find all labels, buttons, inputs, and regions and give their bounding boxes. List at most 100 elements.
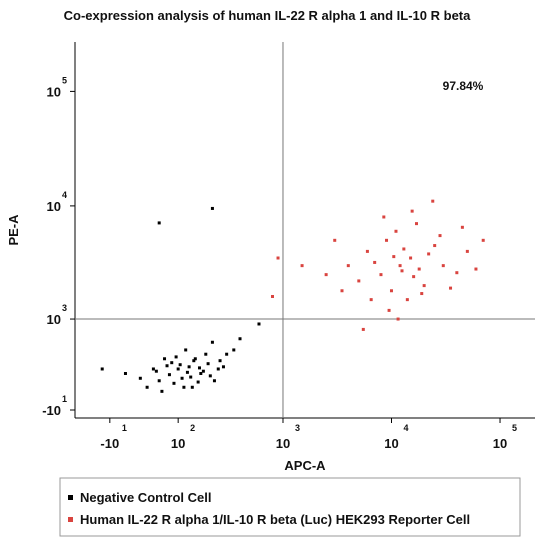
- legend-label: Human IL-22 R alpha 1/IL-10 R beta (Luc)…: [80, 512, 470, 527]
- x-tick-label: -10: [100, 436, 119, 451]
- point: [178, 363, 182, 367]
- point: [257, 322, 261, 326]
- point: [400, 269, 404, 273]
- point: [232, 348, 236, 352]
- point: [300, 264, 304, 268]
- point: [333, 238, 337, 242]
- x-tick-exponent: 4: [403, 423, 408, 433]
- point: [216, 367, 220, 371]
- point: [441, 264, 445, 268]
- point: [157, 221, 161, 225]
- point: [138, 376, 142, 380]
- point: [165, 364, 169, 368]
- point: [412, 275, 416, 279]
- point: [180, 376, 184, 380]
- x-tick-label: 10: [384, 436, 398, 451]
- point: [481, 238, 485, 242]
- point: [170, 361, 174, 365]
- point: [174, 355, 178, 359]
- point: [389, 289, 393, 293]
- legend-swatch: [68, 517, 73, 522]
- legend-box: [59, 477, 521, 537]
- x-tick-exponent: 5: [512, 423, 517, 433]
- point: [210, 340, 214, 344]
- point: [167, 373, 171, 377]
- point: [201, 369, 205, 373]
- y-tick-label: 10: [47, 84, 61, 99]
- point: [357, 279, 361, 283]
- y-tick-label: 10: [47, 312, 61, 327]
- point: [382, 215, 386, 219]
- point: [324, 273, 328, 277]
- point: [182, 385, 186, 389]
- y-tick-exponent: 5: [62, 75, 67, 85]
- point: [176, 367, 180, 371]
- point: [474, 267, 478, 271]
- x-tick-label: 10: [171, 436, 185, 451]
- legend-swatch: [68, 495, 73, 500]
- point: [427, 252, 431, 256]
- point: [208, 374, 212, 378]
- x-tick-label: 10: [493, 436, 507, 451]
- point: [154, 369, 158, 373]
- point: [422, 284, 426, 288]
- point: [192, 359, 196, 363]
- y-tick-exponent: 3: [62, 303, 67, 313]
- y-tick-exponent: 1: [62, 394, 67, 404]
- point: [420, 292, 424, 296]
- point: [172, 381, 176, 385]
- point: [398, 264, 402, 268]
- point: [197, 366, 201, 370]
- point: [163, 357, 167, 361]
- point: [225, 352, 229, 356]
- point: [238, 337, 242, 341]
- point: [185, 370, 189, 374]
- point: [431, 199, 435, 203]
- point: [270, 294, 274, 298]
- point: [417, 267, 421, 271]
- point: [189, 375, 193, 379]
- y-tick-exponent: 4: [62, 190, 67, 200]
- point: [193, 357, 197, 361]
- y-axis-label: PE-A: [6, 214, 21, 246]
- x-tick-exponent: 3: [295, 423, 300, 433]
- point: [190, 385, 194, 389]
- point: [465, 249, 469, 253]
- point: [206, 362, 210, 366]
- annotation: 97.84%: [443, 79, 484, 93]
- point: [410, 209, 414, 213]
- point: [100, 367, 104, 371]
- point: [392, 255, 396, 259]
- x-axis-label: APC-A: [284, 458, 326, 473]
- point: [409, 256, 413, 260]
- point: [157, 379, 161, 383]
- point: [276, 256, 280, 260]
- y-tick-label: 10: [47, 199, 61, 214]
- point: [365, 249, 369, 253]
- point: [187, 365, 191, 369]
- point: [455, 271, 459, 275]
- point: [373, 260, 377, 264]
- point: [405, 298, 409, 302]
- point: [196, 380, 200, 384]
- point: [433, 244, 437, 248]
- point: [218, 359, 222, 363]
- point: [394, 229, 398, 233]
- point: [385, 238, 389, 242]
- point: [210, 206, 214, 210]
- point: [212, 379, 216, 383]
- point: [184, 348, 188, 352]
- point: [160, 389, 164, 393]
- point: [449, 286, 453, 290]
- x-tick-exponent: 2: [190, 423, 195, 433]
- y-tick-label: -10: [42, 403, 61, 418]
- point: [460, 225, 464, 229]
- x-tick-exponent: 1: [122, 423, 127, 433]
- point: [204, 352, 208, 356]
- legend-label: Negative Control Cell: [80, 490, 211, 505]
- point: [379, 273, 383, 277]
- point: [145, 385, 149, 389]
- point: [123, 371, 127, 375]
- point: [346, 264, 350, 268]
